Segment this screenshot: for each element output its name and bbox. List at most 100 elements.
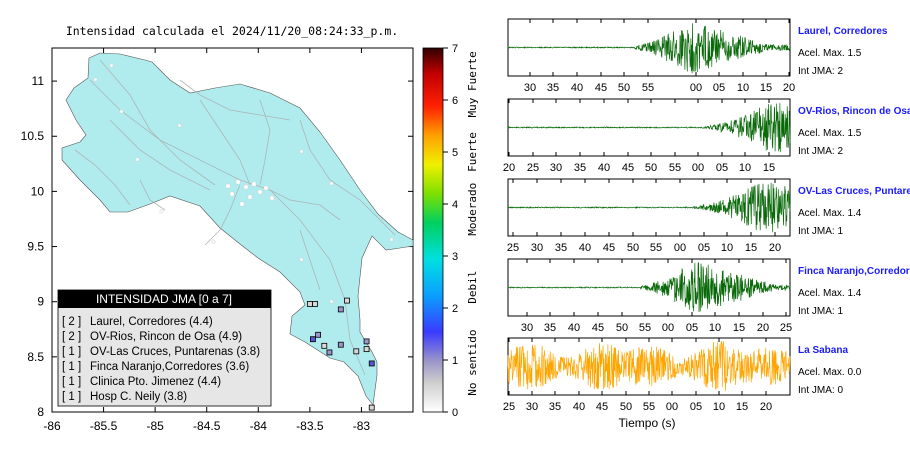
trace-tick-label: 30 — [550, 162, 562, 174]
trace-tick-label: 50 — [620, 401, 632, 413]
trace-tick-label: 35 — [547, 82, 559, 94]
road-network — [74, 59, 396, 376]
trace-waveform — [507, 23, 791, 74]
trace-station-name: La Sabana — [798, 345, 848, 356]
station-marker — [344, 297, 350, 304]
trace-acel-max: Acel. Max. 0.0 — [798, 367, 862, 378]
colorbar-band-label: Debil — [466, 271, 479, 304]
station-marker — [353, 348, 360, 355]
trace-tick-label: 20 — [783, 82, 795, 94]
trace-tick-label: 55 — [669, 162, 681, 174]
trace-tick-label: 40 — [568, 322, 580, 334]
trace-tick-label: 50 — [618, 82, 630, 94]
trace-tick-label: 45 — [603, 242, 615, 254]
trace-tick-label: 30 — [524, 82, 536, 94]
trace-tick-label: 40 — [598, 162, 610, 174]
map-xtick-label: -85 — [146, 419, 164, 433]
trace-waveform — [507, 103, 791, 153]
trace-tick-label: 30 — [521, 322, 533, 334]
costa-rica-land — [61, 52, 414, 406]
trace-station-name: Finca Naranjo,Corredores — [798, 266, 910, 277]
legend-item-intensity: [ 1 ] — [62, 346, 81, 358]
trace-tick-label: 30 — [526, 401, 538, 413]
map-ytick-label: 11 — [32, 74, 45, 88]
trace-tick-label: 25 — [507, 242, 519, 254]
trace-int-jma: Int JMA: 2 — [798, 66, 843, 77]
trace-tick-label: 05 — [690, 401, 702, 413]
trace-tick-label: 40 — [573, 401, 585, 413]
legend-item-label: OV-Rios, Rincon de Osa (4.9) — [90, 331, 242, 343]
traces-xlabel: Tiempo (s) — [619, 416, 676, 430]
trace-station-name: Laurel, Corredores — [798, 26, 888, 37]
trace-station-name: OV-Rios, Rincon de Osa — [798, 106, 910, 117]
legend-title: INTENSIDAD JMA [0 a 7] — [96, 292, 232, 306]
colorbar-band-label: Fuerte — [466, 132, 479, 172]
station-marker — [337, 306, 344, 313]
trace-acel-max: Acel. Max. 1.5 — [798, 128, 862, 139]
colorbar-tick-label: 4 — [452, 199, 458, 211]
map-xtick-label: -83.5 — [296, 419, 324, 433]
seismogram-panel: 30 35 40 45 50 55 00 05 10 15 20 Laurel, Corredores… — [503, 18, 910, 413]
trace-tick-label: 50 — [627, 242, 639, 254]
map-xtick-label: -86 — [43, 419, 61, 433]
legend-header-bar — [58, 290, 271, 308]
trace-tick-label: 20 — [760, 401, 772, 413]
colorbar-tick-label: 3 — [452, 251, 458, 263]
trace-waveform — [507, 340, 791, 392]
legend-item-intensity: [ 1 ] — [62, 376, 81, 388]
trace-acel-max: Acel. Max. 1.4 — [798, 288, 862, 299]
trace-int-jma: Int JMA: 0 — [798, 385, 843, 396]
colorbar-band-label: Moderado — [466, 183, 479, 236]
seismogram-trace: 20 25 30 35 40 45 50 55 00 05 10 15 OV-Rios, Rincon … — [503, 98, 910, 174]
trace-tick-label: 55 — [642, 82, 654, 94]
trace-acel-max: Acel. Max. 1.4 — [798, 208, 862, 219]
station-marker — [312, 301, 318, 307]
trace-tick-label: 25 — [780, 322, 792, 334]
trace-tick-label: 20 — [757, 322, 769, 334]
seismogram-trace: 30 35 40 45 50 55 00 05 10 15 20 Laurel, Corredores… — [507, 18, 888, 94]
trace-tick-label: 45 — [622, 162, 634, 174]
legend-item-label: Laurel, Corredores (4.4) — [90, 316, 213, 328]
trace-tick-label: 05 — [698, 242, 710, 254]
trace-tick-label: 25 — [527, 162, 539, 174]
map-panel: -86 -85.5 -85 -84.5 -84 -83.5 -83 11 10.5 10 9.5 9 8… — [21, 47, 414, 433]
station-marker — [306, 301, 313, 307]
map-ytick-label: 9 — [37, 295, 44, 309]
seismogram-trace: 25 30 35 40 45 50 55 00 05 10 15 20 OV-Las Cruces, P… — [507, 178, 910, 254]
trace-tick-label: 05 — [713, 82, 725, 94]
map-ytick-label: 10.5 — [21, 129, 45, 143]
station-marker — [321, 342, 328, 349]
colorbar-gradient — [422, 47, 444, 413]
map-xtick-label: -84.5 — [193, 419, 221, 433]
trace-tick-label: 50 — [645, 162, 657, 174]
trace-tick-label: 00 — [662, 322, 674, 334]
trace-tick-label: 35 — [574, 162, 586, 174]
legend-item-intensity: [ 1 ] — [62, 391, 81, 403]
trace-tick-label: 15 — [733, 322, 745, 334]
map-xtick-label: -83 — [353, 419, 371, 433]
map-xtick-label: -84 — [250, 419, 268, 433]
station-marker — [326, 349, 333, 356]
trace-waveform — [507, 262, 791, 313]
colorbar-tick-label: 2 — [452, 303, 458, 315]
trace-tick-label: 40 — [571, 82, 583, 94]
trace-tick-label: 30 — [531, 242, 543, 254]
trace-tick-label: 45 — [596, 401, 608, 413]
trace-tick-label: 10 — [713, 401, 725, 413]
trace-tick-label: 35 — [549, 401, 561, 413]
trace-acel-max: Acel. Max. 1.5 — [798, 48, 862, 59]
trace-tick-label: 10 — [721, 242, 733, 254]
trace-tick-label: 05 — [686, 322, 698, 334]
trace-int-jma: Int JMA: 2 — [798, 146, 843, 157]
trace-tick-label: 00 — [674, 242, 686, 254]
trace-tick-label: 00 — [692, 162, 704, 174]
trace-tick-label: 10 — [739, 162, 751, 174]
seismogram-trace: 30 35 40 45 50 55 00 05 10 15 20 25 Finca Naranjo,Co… — [507, 258, 910, 334]
station-marker — [310, 336, 316, 343]
trace-tick-label: 20 — [769, 242, 781, 254]
colorbar-band-label: Muy Fuerte — [466, 51, 479, 117]
figure-title: Intensidad calculada el 2024/11/20_08:24… — [66, 24, 398, 38]
trace-tick-label: 00 — [666, 401, 678, 413]
trace-tick-label: 35 — [544, 322, 556, 334]
